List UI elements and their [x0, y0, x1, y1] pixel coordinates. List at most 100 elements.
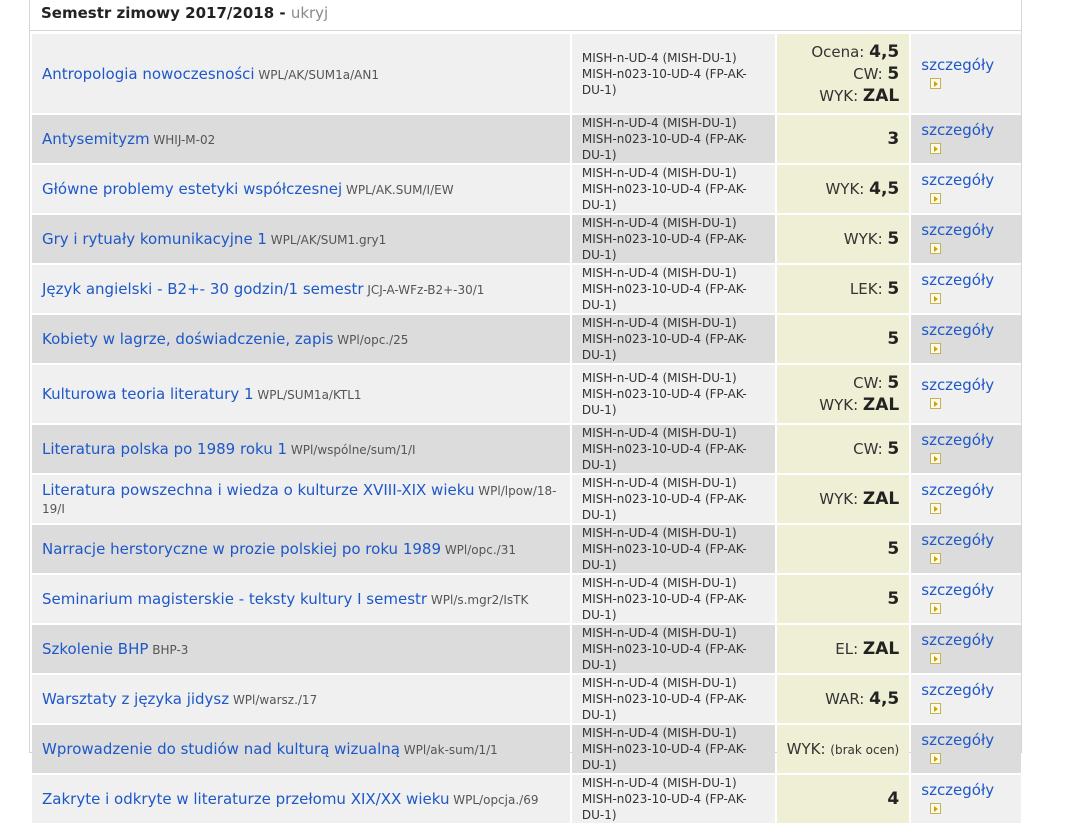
program-codes-cell: MISH-n-UD-4 (MISH-DU-1) MISH-n023-10-UD-4… [571, 675, 775, 723]
course-name-link[interactable]: Język angielski - B2+- 30 godzin/1 semes… [42, 280, 364, 298]
details-link[interactable]: szczegóły [921, 376, 995, 394]
details-link[interactable]: szczegóły [921, 781, 995, 799]
course-name-link[interactable]: Gry i rytuały komunikacyjne 1 [42, 230, 267, 248]
grade-cell: 5 [776, 525, 910, 573]
details-link[interactable]: szczegóły [921, 55, 995, 74]
grade-line: WYK: ZAL [787, 488, 900, 510]
details-link[interactable]: szczegóły [921, 171, 995, 189]
program-codes-cell: MISH-n-UD-4 (MISH-DU-1) MISH-n023-10-UD-4… [571, 34, 775, 113]
course-code: WPl/warsz./17 [229, 693, 318, 707]
arrow-right-icon[interactable] [930, 293, 942, 304]
course-name-link[interactable]: Zakryte i odkryte w literaturze przełomu… [42, 790, 450, 808]
arrow-right-icon[interactable] [930, 503, 942, 514]
grade-value: 5 [887, 439, 900, 459]
course-name-cell: Kulturowa teoria literatury 1 WPL/SUM1a/… [32, 365, 570, 423]
program-code: MISH-n023-10-UD-4 (FP-AK-DU-1) [581, 66, 747, 97]
course-code: JCJ-A-WFz-B2+-30/1 [363, 283, 485, 297]
program-code: MISH-n-UD-4 (MISH-DU-1) [581, 676, 737, 690]
details-link[interactable]: szczegóły [921, 271, 995, 289]
program-code: MISH-n-UD-4 (MISH-DU-1) [581, 426, 737, 440]
program-codes-cell: MISH-n-UD-4 (MISH-DU-1) MISH-n023-10-UD-4… [571, 215, 775, 263]
hide-semester-link[interactable]: ukryj [290, 4, 329, 22]
course-name-link[interactable]: Seminarium magisterskie - teksty kultury… [42, 590, 428, 608]
details-link[interactable]: szczegóły [921, 681, 995, 699]
grade-label: CW: [853, 64, 888, 83]
program-code: MISH-n023-10-UD-4 (FP-AK-DU-1) [581, 542, 747, 572]
grade-value: 5 [887, 229, 900, 249]
arrow-right-icon[interactable] [930, 453, 942, 464]
course-name-link[interactable]: Literatura polska po 1989 roku 1 [42, 440, 288, 458]
table-row: Antysemityzm WHIJ-M-02 MISH-n-UD-4 (MISH-… [32, 115, 1021, 163]
course-code: WPl/opc./31 [441, 543, 516, 557]
table-row: Seminarium magisterskie - teksty kultury… [32, 575, 1021, 623]
course-name-cell: Zakryte i odkryte w literaturze przełomu… [32, 775, 570, 823]
grade-value: 5 [887, 539, 900, 559]
course-name-link[interactable]: Literatura powszechna i wiedza o kulturz… [42, 481, 475, 499]
course-name-link[interactable]: Kulturowa teoria literatury 1 [42, 385, 254, 403]
arrow-right-icon[interactable] [930, 243, 942, 254]
details-cell: szczegóły [911, 575, 1021, 623]
grade-value: ZAL [862, 489, 900, 509]
course-name-link[interactable]: Narracje herstoryczne w prozie polskiej … [42, 540, 441, 558]
course-name-link[interactable]: Główne problemy estetyki współczesnej [42, 180, 343, 198]
program-code: MISH-n023-10-UD-4 (FP-AK-DU-1) [581, 592, 747, 622]
grade-label: WAR: [825, 690, 870, 708]
course-code: WPL/AK/SUM1.gry1 [266, 233, 387, 247]
grade-line: WAR: 4,5 [787, 688, 900, 710]
table-row: Kulturowa teoria literatury 1 WPL/SUM1a/… [32, 365, 1021, 423]
course-name-link[interactable]: Szkolenie BHP [42, 640, 149, 658]
arrow-right-icon[interactable] [930, 803, 942, 814]
grade-line: CW: 5 [787, 63, 899, 85]
arrow-right-icon[interactable] [930, 398, 942, 409]
grade-line: WYK: ZAL [787, 394, 899, 416]
details-link[interactable]: szczegóły [921, 121, 995, 139]
course-name-link[interactable]: Antropologia nowoczesności [42, 64, 255, 83]
details-link[interactable]: szczegóły [921, 221, 995, 239]
arrow-right-icon[interactable] [930, 143, 942, 154]
arrow-right-icon[interactable] [930, 77, 942, 89]
course-code: WPl/s.mgr2/IsTK [427, 593, 529, 607]
course-name-link[interactable]: Antysemityzm [42, 130, 150, 148]
course-name-link[interactable]: Kobiety w lagrze, doświadczenie, zapis [42, 330, 334, 348]
arrow-right-icon[interactable] [930, 193, 942, 204]
program-code: MISH-n-UD-4 (MISH-DU-1) [581, 526, 737, 540]
program-code: MISH-n-UD-4 (MISH-DU-1) [581, 166, 737, 180]
program-codes-cell: MISH-n-UD-4 (MISH-DU-1) MISH-n023-10-UD-4… [571, 265, 775, 313]
grade-label: WYK: [843, 230, 888, 248]
details-link[interactable]: szczegóły [921, 431, 995, 449]
grade-value: 4,5 [869, 179, 900, 199]
course-name-cell: Literatura powszechna i wiedza o kulturz… [32, 475, 570, 523]
grade-line: 5 [787, 328, 899, 350]
details-link[interactable]: szczegóły [921, 581, 995, 599]
program-codes-cell: MISH-n-UD-4 (MISH-DU-1) MISH-n023-10-UD-4… [571, 165, 775, 213]
course-name-link[interactable]: Wprowadzenie do studiów nad kulturą wizu… [42, 740, 400, 758]
details-cell: szczegóły [911, 34, 1021, 113]
details-link[interactable]: szczegóły [921, 531, 995, 549]
course-name-cell: Antropologia nowoczesności WPL/AK/SUM1a/… [32, 34, 570, 113]
grade-line: WYK: (brak ocen) [787, 738, 900, 761]
grade-cell: WYK: ZAL [776, 475, 910, 523]
grade-line: WYK: 5 [787, 228, 900, 250]
arrow-right-icon[interactable] [930, 343, 942, 354]
course-name-link[interactable]: Warsztaty z języka jidysz [42, 690, 230, 708]
details-link[interactable]: szczegóły [921, 631, 995, 649]
arrow-right-icon[interactable] [930, 553, 942, 564]
arrow-right-icon[interactable] [930, 703, 942, 714]
details-cell: szczegóły [911, 725, 1021, 773]
grade-line: 3 [787, 128, 899, 150]
grade-line: Ocena: 4,5 [787, 41, 899, 63]
program-code: MISH-n-UD-4 (MISH-DU-1) [581, 216, 737, 230]
grade-line: WYK: 4,5 [787, 178, 900, 200]
grade-value: 4,5 [869, 689, 900, 709]
arrow-right-icon[interactable] [930, 603, 942, 614]
details-link[interactable]: szczegóły [921, 321, 995, 339]
grade-label: CW: [853, 440, 888, 458]
arrow-right-icon[interactable] [930, 753, 942, 764]
details-cell: szczegóły [911, 265, 1021, 313]
details-link[interactable]: szczegóły [921, 731, 995, 749]
grade-value: 5 [887, 373, 900, 393]
table-row: Kobiety w lagrze, doświadczenie, zapis W… [32, 315, 1021, 363]
details-link[interactable]: szczegóły [921, 481, 995, 499]
grade-cell: Ocena: 4,5 CW: 5 WYK: ZAL [776, 34, 910, 113]
arrow-right-icon[interactable] [930, 653, 942, 664]
